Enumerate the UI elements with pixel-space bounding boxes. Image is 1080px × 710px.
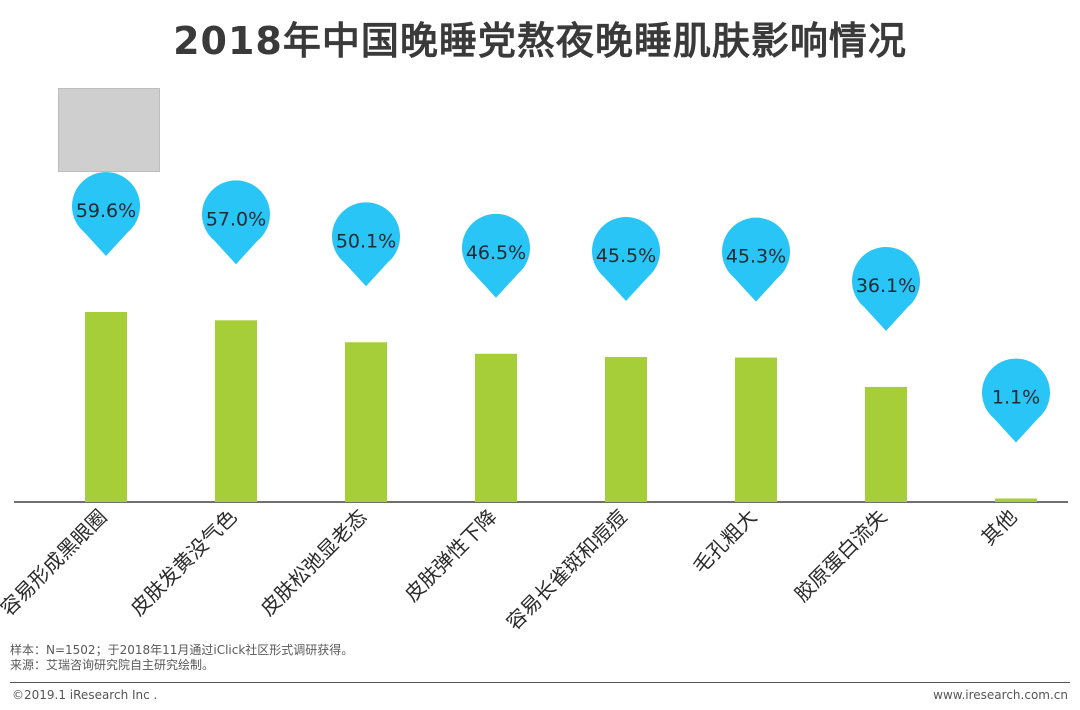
footer-divider — [10, 682, 1070, 683]
value-label: 1.1% — [992, 386, 1040, 408]
category-label: 皮肤发黄没气色 — [126, 505, 242, 621]
bar — [995, 498, 1037, 502]
value-label: 45.5% — [596, 245, 656, 267]
website-text: www.iresearch.com.cn — [933, 688, 1068, 702]
bar-chart: 59.6% 容易形成黑眼圈 57.0% 皮肤发黄没气色 50.1% 皮肤松弛显老态 46.5… — [0, 0, 1080, 640]
bar — [345, 342, 387, 502]
value-label: 45.3% — [726, 246, 786, 268]
category-label: 毛孔粗大 — [688, 505, 762, 579]
value-label: 46.5% — [466, 242, 526, 264]
category-label: 容易形成黑眼圈 — [0, 505, 112, 621]
source-note: 来源：艾瑞咨询研究院自主研究绘制。 — [10, 658, 353, 673]
bar — [85, 312, 127, 502]
category-label: 其他 — [976, 505, 1021, 550]
category-label: 容易长雀斑和痘痘 — [501, 505, 631, 635]
bar — [735, 358, 777, 502]
category-label: 皮肤松弛显老态 — [256, 505, 372, 621]
bar — [605, 357, 647, 502]
value-label: 57.0% — [206, 208, 266, 230]
value-label: 50.1% — [336, 230, 396, 252]
value-label: 36.1% — [856, 275, 916, 297]
copyright-text: ©2019.1 iResearch Inc . — [12, 688, 157, 702]
bar — [215, 320, 257, 502]
sample-note: 样本：N=1502；于2018年11月通过iClick社区形式调研获得。 — [10, 643, 353, 658]
category-label: 皮肤弹性下降 — [400, 505, 502, 607]
value-label: 59.6% — [76, 200, 136, 222]
chart-notes: 样本：N=1502；于2018年11月通过iClick社区形式调研获得。 来源：… — [10, 643, 353, 673]
bar — [475, 354, 517, 502]
category-label: 胶原蛋白流失 — [790, 505, 892, 607]
bar — [865, 387, 907, 502]
